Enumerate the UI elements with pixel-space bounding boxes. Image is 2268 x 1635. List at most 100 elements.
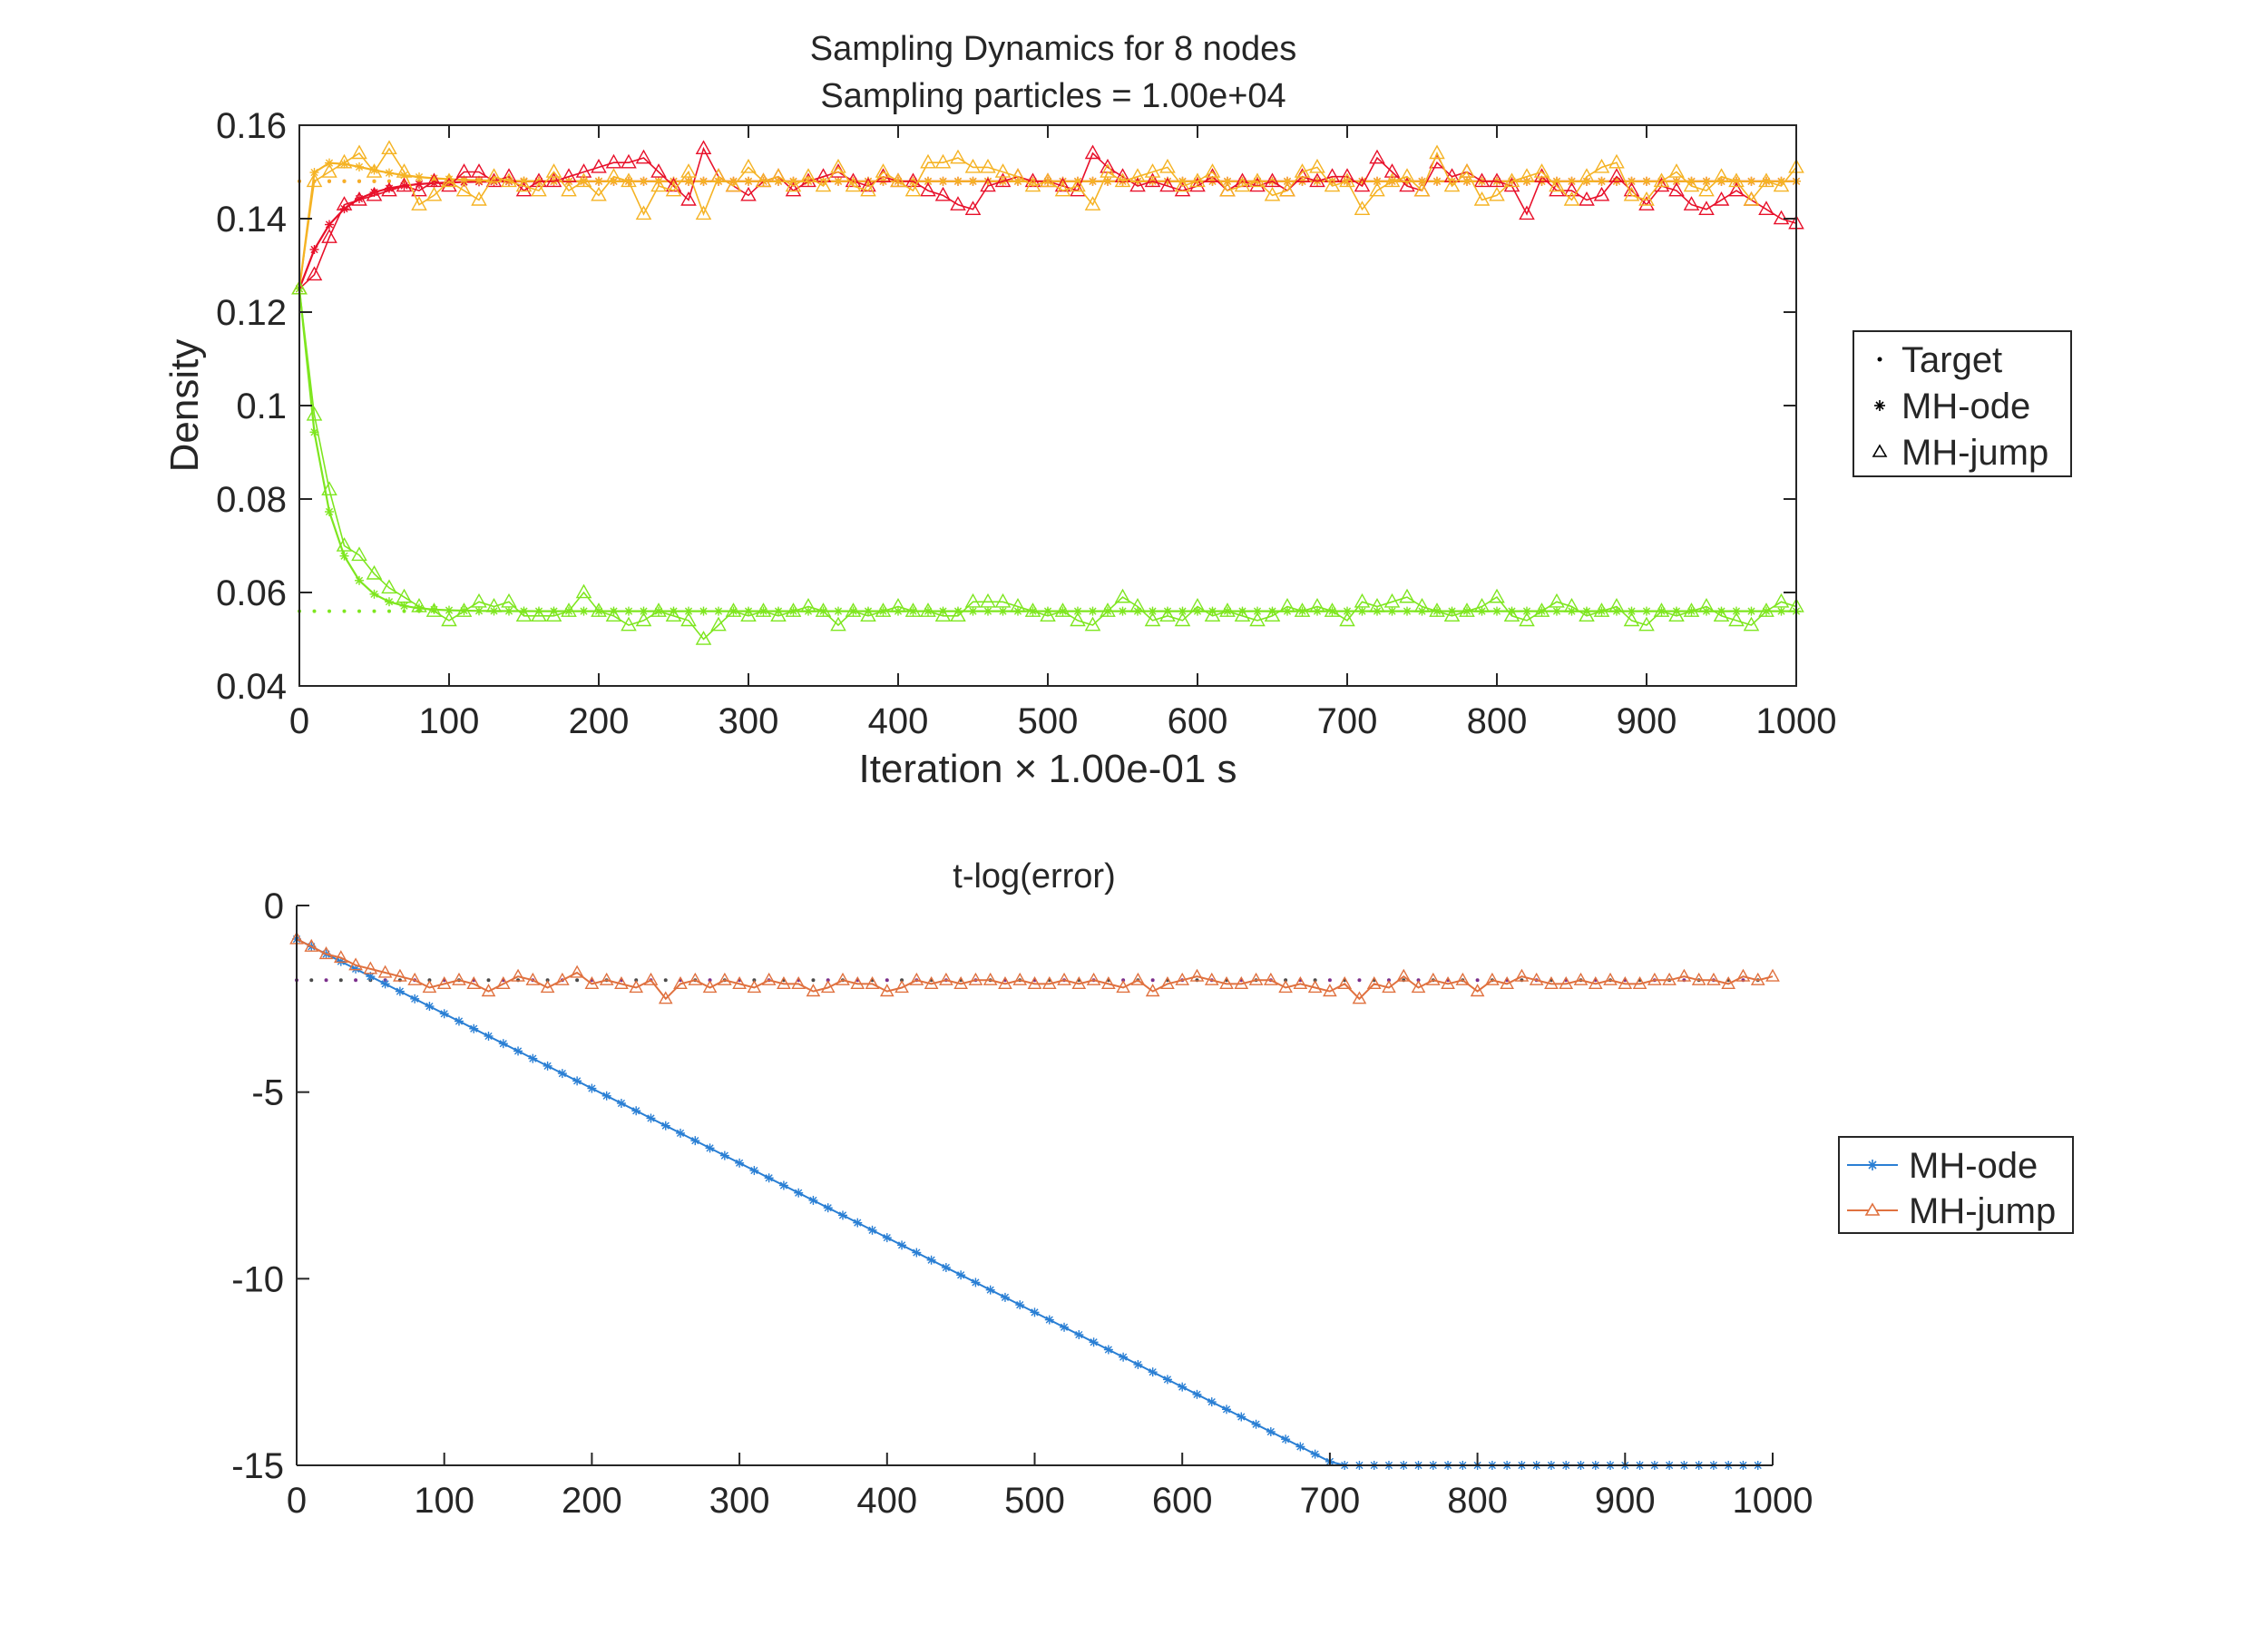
mh-ode-point xyxy=(1266,1426,1276,1436)
mh-ode-point xyxy=(837,1210,847,1220)
mh-jump-point xyxy=(348,957,363,971)
mh-ode-point xyxy=(1133,1359,1143,1369)
mh-jump-point xyxy=(1219,975,1234,989)
mh-jump-point xyxy=(1369,149,1385,164)
mh-jump-point xyxy=(761,972,777,985)
mh-jump-point xyxy=(1579,607,1595,622)
mh-jump-point xyxy=(1204,607,1221,622)
mh-jump-point xyxy=(1533,602,1550,617)
mh-ode-point xyxy=(1251,1419,1261,1429)
mh-jump-point xyxy=(1638,191,1655,206)
mh-ode-point xyxy=(1492,606,1501,616)
mh-jump-point xyxy=(1354,177,1371,192)
mh-ode-point xyxy=(339,551,349,561)
mh-ode-point xyxy=(676,1128,686,1138)
mh-jump-point xyxy=(1234,177,1251,192)
mh-jump-point xyxy=(455,163,473,178)
mh-jump-point xyxy=(1399,168,1415,182)
mh-jump-point xyxy=(1114,172,1131,188)
mh-jump-point xyxy=(1473,191,1491,206)
mh-jump-point xyxy=(321,481,337,495)
mh-jump-point xyxy=(1773,210,1790,225)
mh-jump-point xyxy=(304,938,319,952)
y-tick-label: 0.1 xyxy=(236,387,287,426)
mh-jump-point xyxy=(1489,186,1505,201)
mh-ode-point xyxy=(1462,176,1471,186)
mh-jump-point xyxy=(1100,163,1116,178)
mh-ode-point xyxy=(1387,606,1397,616)
mh-jump-point xyxy=(1309,598,1325,612)
mh-jump-point xyxy=(1413,181,1431,197)
mh-jump-point xyxy=(584,975,600,989)
mh-jump-point xyxy=(561,181,577,197)
mh-ode-point xyxy=(1207,1397,1217,1407)
mh-jump-point xyxy=(1129,168,1146,182)
mh-ode-point xyxy=(1103,1345,1113,1355)
mh-jump-point xyxy=(1758,602,1774,617)
mh-jump-point xyxy=(471,592,487,608)
mh-jump-point xyxy=(1204,163,1221,178)
mh-ode-point xyxy=(380,979,390,989)
mh-jump-point xyxy=(1041,975,1057,989)
mh-jump-point xyxy=(1519,205,1535,220)
target-point xyxy=(387,179,391,183)
mh-jump-point xyxy=(1383,163,1401,178)
mh-ode-point xyxy=(616,1099,626,1109)
mh-ode-point xyxy=(778,1180,788,1190)
mh-jump-point xyxy=(545,172,562,188)
reference-point xyxy=(575,978,580,983)
mh-jump-point xyxy=(702,980,718,994)
mh-jump-point xyxy=(1623,186,1640,201)
series-mh-jump-green xyxy=(291,279,1804,645)
mh-jump-point xyxy=(806,984,821,997)
mh-jump-point xyxy=(591,602,607,617)
x-tick-label: 400 xyxy=(868,701,929,741)
mh-jump-point xyxy=(850,975,865,989)
mh-jump-point xyxy=(680,163,697,178)
mh-jump-point xyxy=(1485,972,1500,985)
mh-jump-point xyxy=(1662,972,1677,985)
mh-jump-point xyxy=(411,598,427,612)
mh-jump-point xyxy=(830,158,846,173)
mh-ode-point xyxy=(1089,1337,1099,1347)
mh-ode-point xyxy=(1162,1375,1172,1385)
mh-ode-point xyxy=(834,606,843,616)
mh-jump-point xyxy=(1459,602,1475,617)
y-tick-label: -5 xyxy=(251,1073,284,1113)
mh-jump-point xyxy=(321,163,337,178)
mh-jump-point xyxy=(658,991,673,1004)
mh-jump-point xyxy=(1413,598,1431,612)
mh-jump-point xyxy=(815,168,832,182)
mh-jump-point xyxy=(515,181,533,197)
mh-jump-point xyxy=(800,172,816,188)
mh-jump-point xyxy=(1443,177,1461,192)
mh-jump-point xyxy=(815,602,832,617)
mh-jump-point xyxy=(1677,968,1692,982)
mh-ode-point xyxy=(912,1248,922,1258)
mh-ode-point xyxy=(971,1278,981,1287)
mh-jump-point xyxy=(351,191,367,206)
mh-ode-point xyxy=(369,589,379,599)
mh-jump-point xyxy=(1249,172,1266,188)
mh-jump-point xyxy=(1189,172,1206,188)
mh-jump-point xyxy=(1698,181,1715,197)
mh-jump-point xyxy=(306,266,323,281)
mh-jump-point xyxy=(575,163,592,178)
mh-ode-point xyxy=(853,1218,863,1228)
y-tick-label: 0.12 xyxy=(216,293,287,333)
mh-jump-point xyxy=(336,153,353,169)
mh-jump-point xyxy=(1579,168,1595,182)
mh-ode-point xyxy=(385,168,394,178)
mh-ode-point xyxy=(735,1158,745,1168)
mh-jump-point xyxy=(1721,975,1736,989)
reference-point xyxy=(811,978,816,983)
mh-jump-point xyxy=(575,583,592,599)
mh-jump-point xyxy=(1608,168,1625,182)
y-tick-label: -15 xyxy=(231,1446,284,1486)
mh-jump-point xyxy=(1024,177,1041,192)
target-point xyxy=(387,609,391,613)
mh-jump-point xyxy=(740,607,757,622)
mh-jump-point xyxy=(1086,972,1101,985)
mh-ode-point xyxy=(1060,1322,1070,1332)
mh-jump-point xyxy=(1750,972,1765,985)
